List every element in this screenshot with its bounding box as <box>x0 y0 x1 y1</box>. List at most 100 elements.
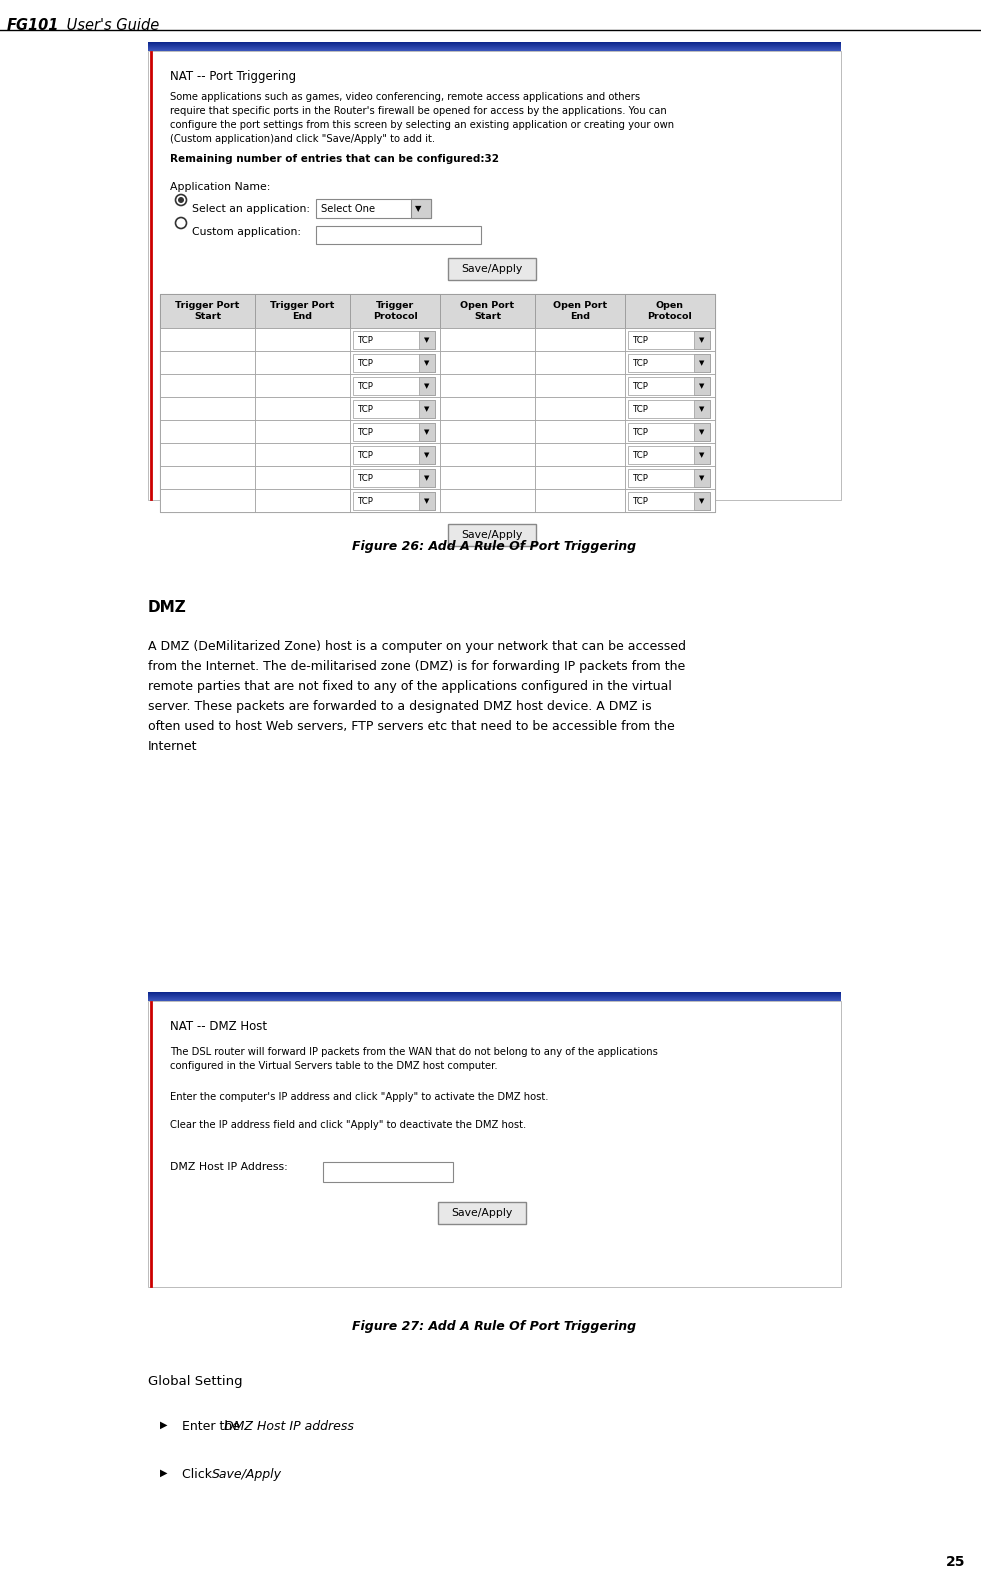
Bar <box>316 199 431 218</box>
Text: ▼: ▼ <box>425 499 430 503</box>
Bar <box>535 350 625 374</box>
Text: Application Name:: Application Name: <box>170 181 271 193</box>
Text: ▼: ▼ <box>699 475 704 481</box>
Bar <box>535 443 625 466</box>
Text: Trigger
Protocol: Trigger Protocol <box>373 301 417 320</box>
Bar <box>160 350 255 374</box>
Bar <box>419 423 435 440</box>
Text: ▼: ▼ <box>699 406 704 412</box>
Bar <box>419 399 435 418</box>
Bar <box>350 398 440 420</box>
Bar <box>625 328 715 350</box>
Bar <box>255 350 350 374</box>
Text: TCP: TCP <box>358 473 374 483</box>
Bar <box>625 489 715 511</box>
Bar <box>350 443 440 466</box>
Bar <box>625 350 715 374</box>
Text: from the Internet. The de-militarised zone (DMZ) is for forwarding IP packets fr: from the Internet. The de-militarised zo… <box>148 660 686 672</box>
Text: 25: 25 <box>946 1554 965 1569</box>
Bar <box>350 294 440 328</box>
Bar <box>440 328 535 350</box>
Bar <box>440 466 535 489</box>
Text: TCP: TCP <box>633 382 648 390</box>
Bar <box>148 1000 841 1288</box>
Bar <box>694 331 710 349</box>
Text: ▼: ▼ <box>425 429 430 436</box>
Text: Custom application:: Custom application: <box>192 227 301 237</box>
Circle shape <box>176 194 186 205</box>
Bar <box>625 466 715 489</box>
Text: ▶: ▶ <box>160 1468 168 1479</box>
Bar <box>625 294 715 328</box>
Text: Click: Click <box>182 1468 216 1482</box>
Bar <box>160 398 255 420</box>
Bar <box>350 374 440 398</box>
Text: TCP: TCP <box>633 450 648 459</box>
Text: TCP: TCP <box>633 336 648 344</box>
Bar <box>438 1202 526 1225</box>
Bar <box>419 353 435 372</box>
Bar <box>353 353 435 372</box>
Bar <box>255 420 350 443</box>
Bar <box>350 328 440 350</box>
Bar <box>694 492 710 510</box>
Text: ▼: ▼ <box>699 429 704 436</box>
Bar <box>440 420 535 443</box>
Text: Trigger Port
Start: Trigger Port Start <box>176 301 239 320</box>
Text: FG101: FG101 <box>7 17 60 33</box>
Text: TCP: TCP <box>358 358 374 368</box>
Bar <box>440 374 535 398</box>
Bar <box>160 443 255 466</box>
Bar <box>316 226 481 245</box>
Bar <box>448 524 536 546</box>
Text: Internet: Internet <box>148 740 197 753</box>
Bar <box>160 489 255 511</box>
Bar <box>255 443 350 466</box>
Text: remote parties that are not fixed to any of the applications configured in the v: remote parties that are not fixed to any… <box>148 680 672 693</box>
Text: The DSL router will forward IP packets from the WAN that do not belong to any of: The DSL router will forward IP packets f… <box>170 1046 658 1057</box>
Text: NAT -- DMZ Host: NAT -- DMZ Host <box>170 1019 267 1034</box>
Bar <box>535 398 625 420</box>
Text: require that specific ports in the Router's firewall be opened for access by the: require that specific ports in the Route… <box>170 106 667 117</box>
Bar <box>628 447 710 464</box>
Bar <box>353 423 435 440</box>
Text: TCP: TCP <box>358 382 374 390</box>
Bar <box>694 447 710 464</box>
Text: ▼: ▼ <box>425 475 430 481</box>
Text: ▼: ▼ <box>699 338 704 342</box>
Text: ▼: ▼ <box>425 406 430 412</box>
Bar <box>448 257 536 279</box>
Text: TCP: TCP <box>633 404 648 413</box>
Text: Enter the: Enter the <box>182 1420 244 1433</box>
Bar <box>350 466 440 489</box>
Text: DMZ: DMZ <box>148 600 186 615</box>
Bar <box>353 377 435 394</box>
Text: Enter the computer's IP address and click "Apply" to activate the DMZ host.: Enter the computer's IP address and clic… <box>170 1092 548 1101</box>
Text: DMZ Host IP address: DMZ Host IP address <box>224 1420 354 1433</box>
Text: TCP: TCP <box>358 497 374 505</box>
Bar <box>694 423 710 440</box>
Bar <box>628 423 710 440</box>
Bar <box>255 398 350 420</box>
Bar <box>535 328 625 350</box>
Bar <box>255 374 350 398</box>
Text: TCP: TCP <box>358 404 374 413</box>
Text: Remaining number of entries that can be configured:32: Remaining number of entries that can be … <box>170 155 499 164</box>
Bar <box>625 443 715 466</box>
Bar <box>353 399 435 418</box>
Text: Save/Apply: Save/Apply <box>461 530 523 540</box>
Text: ▼: ▼ <box>425 383 430 390</box>
Bar <box>419 377 435 394</box>
Text: Some applications such as games, video conferencing, remote access applications : Some applications such as games, video c… <box>170 92 641 103</box>
Bar <box>255 328 350 350</box>
Bar <box>625 420 715 443</box>
Bar <box>625 398 715 420</box>
Circle shape <box>178 197 184 204</box>
Bar <box>160 466 255 489</box>
Bar <box>535 294 625 328</box>
Text: (Custom application)and click "Save/Apply" to add it.: (Custom application)and click "Save/Appl… <box>170 134 436 144</box>
Bar <box>160 294 715 511</box>
Bar <box>694 399 710 418</box>
Bar <box>625 374 715 398</box>
Bar <box>255 489 350 511</box>
